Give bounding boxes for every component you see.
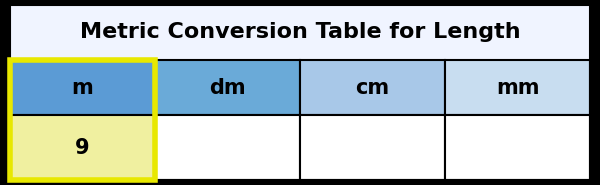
- Bar: [445, 115, 590, 180]
- Text: Metric Conversion Table for Length: Metric Conversion Table for Length: [80, 23, 520, 43]
- Text: mm: mm: [496, 78, 539, 97]
- Bar: [10, 5, 590, 60]
- Bar: [155, 60, 300, 115]
- Text: 9: 9: [75, 137, 90, 157]
- Bar: [155, 115, 300, 180]
- Text: cm: cm: [355, 78, 389, 97]
- Bar: [300, 60, 445, 115]
- Text: dm: dm: [209, 78, 246, 97]
- Bar: [10, 115, 155, 180]
- Text: m: m: [71, 78, 94, 97]
- Bar: [445, 60, 590, 115]
- Bar: [10, 60, 155, 115]
- Bar: [10, 60, 155, 180]
- Bar: [300, 115, 445, 180]
